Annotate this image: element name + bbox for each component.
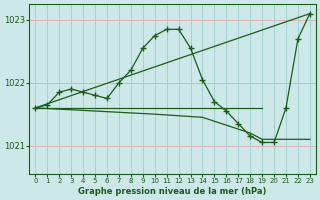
X-axis label: Graphe pression niveau de la mer (hPa): Graphe pression niveau de la mer (hPa)	[78, 187, 267, 196]
